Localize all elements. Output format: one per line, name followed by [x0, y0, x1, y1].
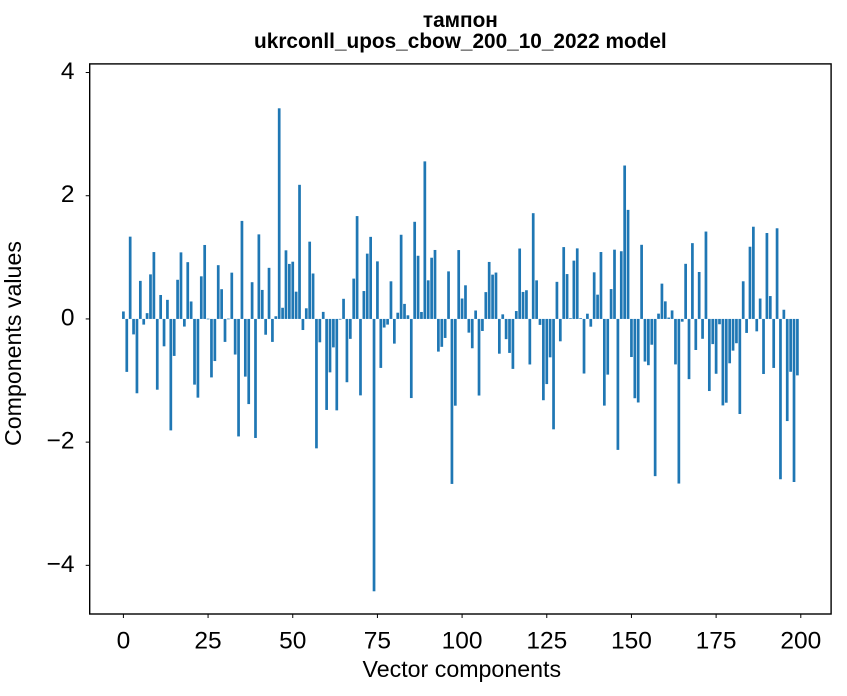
svg-text:100: 100 [442, 628, 483, 655]
svg-text:25: 25 [194, 628, 221, 655]
svg-text:−2: −2 [47, 428, 75, 455]
svg-text:50: 50 [279, 628, 306, 655]
svg-text:175: 175 [696, 628, 737, 655]
svg-text:75: 75 [364, 628, 391, 655]
svg-text:−4: −4 [47, 551, 75, 578]
svg-text:200: 200 [780, 628, 821, 655]
svg-text:0: 0 [61, 304, 75, 331]
svg-text:125: 125 [526, 628, 567, 655]
svg-text:150: 150 [611, 628, 652, 655]
svg-text:0: 0 [117, 628, 131, 655]
svg-text:4: 4 [61, 58, 75, 85]
svg-text:2: 2 [61, 181, 75, 208]
